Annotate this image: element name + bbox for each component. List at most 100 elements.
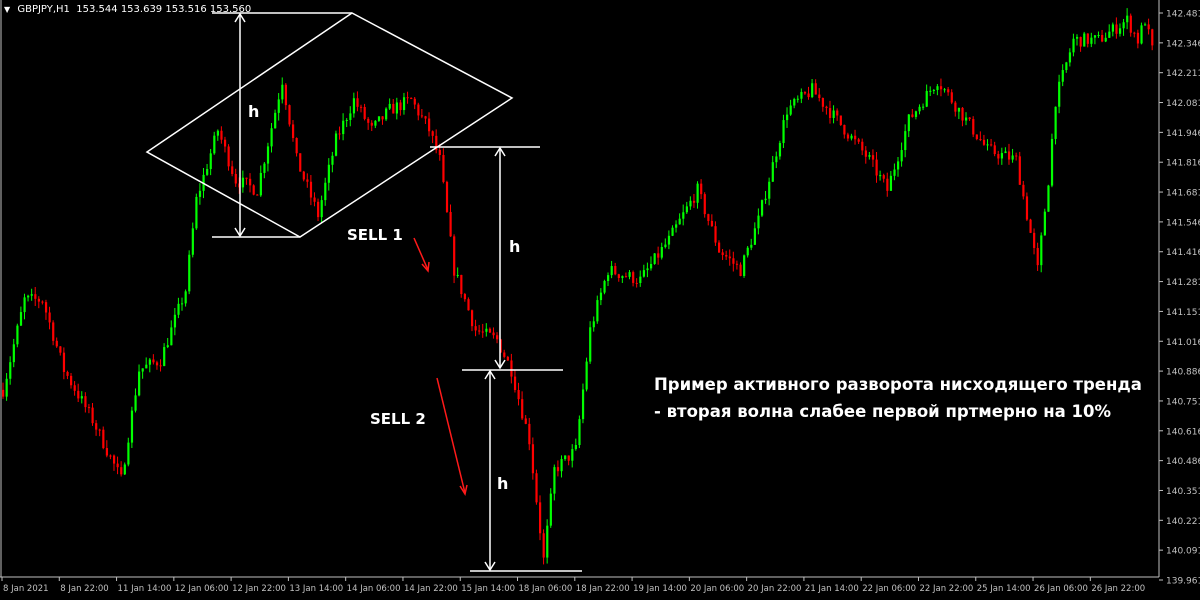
candle-body xyxy=(1129,15,1132,33)
candle-body xyxy=(675,224,678,228)
candle-body xyxy=(635,282,638,284)
candle xyxy=(1000,147,1004,165)
x-tick-label: 26 Jan 06:00 xyxy=(1034,584,1088,594)
candle-body xyxy=(932,89,935,91)
candle-body xyxy=(12,344,15,363)
candle-body xyxy=(299,153,302,172)
candle-body xyxy=(245,177,248,179)
candle xyxy=(900,142,903,167)
candle-body xyxy=(463,294,467,300)
candle-body xyxy=(478,330,481,332)
candle xyxy=(80,391,83,404)
candle-body xyxy=(420,115,424,117)
candle-body xyxy=(1025,196,1029,220)
candle-body xyxy=(313,197,316,202)
note-line-1: Пример активного разворота нисходящего т… xyxy=(654,375,1142,394)
dropdown-triangle-icon[interactable]: ▼ xyxy=(4,5,11,14)
candle-body xyxy=(1068,52,1072,63)
candle xyxy=(939,78,943,97)
candle-body xyxy=(682,212,685,219)
candle-body xyxy=(660,247,663,258)
candle-body xyxy=(166,345,169,348)
candle xyxy=(585,357,588,392)
candle xyxy=(1118,23,1122,37)
candle-body xyxy=(893,169,896,176)
candle-body xyxy=(918,106,921,112)
annotation-lines xyxy=(145,12,582,572)
candles xyxy=(2,8,1154,565)
candle-body xyxy=(155,362,159,366)
candle-body xyxy=(84,396,87,408)
candle-body xyxy=(843,124,846,135)
candle-body xyxy=(442,154,445,182)
candle-body xyxy=(861,141,864,151)
candle-body xyxy=(488,328,492,333)
candle xyxy=(735,260,739,270)
candle-body xyxy=(728,256,731,259)
candle xyxy=(725,250,728,260)
candle xyxy=(163,343,166,367)
y-tick-label: 140.351 xyxy=(1166,487,1200,497)
candle-body xyxy=(30,294,33,296)
candle-body xyxy=(911,114,914,117)
candle xyxy=(123,462,126,475)
candle xyxy=(181,297,184,311)
candle-body xyxy=(803,91,807,94)
candle xyxy=(37,296,40,309)
candle-body xyxy=(44,302,48,313)
candle-body xyxy=(578,419,581,446)
candle-body xyxy=(327,164,330,183)
candle xyxy=(596,295,599,324)
candle xyxy=(521,391,524,421)
candle-body xyxy=(1140,25,1143,44)
candle-body xyxy=(857,139,860,142)
candle-body xyxy=(700,183,703,195)
candle-body xyxy=(800,91,803,99)
candle-body xyxy=(1151,29,1154,46)
candle xyxy=(1004,147,1007,154)
x-tick-label: 20 Jan 22:00 xyxy=(748,584,802,594)
candle-body xyxy=(277,99,280,113)
candle xyxy=(306,173,309,188)
candle xyxy=(1133,31,1136,38)
candle xyxy=(936,84,939,96)
candle-body xyxy=(864,150,867,157)
candle-body xyxy=(599,292,603,301)
candle-body xyxy=(914,111,918,117)
candle xyxy=(435,129,438,154)
x-tick-label: 22 Jan 06:00 xyxy=(862,584,916,594)
candle xyxy=(173,308,177,336)
candle-body xyxy=(435,135,438,150)
candle-body xyxy=(474,326,477,331)
candle xyxy=(818,88,821,102)
candle-body xyxy=(424,116,427,119)
h-label-3: h xyxy=(497,474,509,493)
candle xyxy=(34,286,37,306)
candle xyxy=(639,270,642,287)
candle xyxy=(574,438,577,451)
candle-body xyxy=(1072,38,1075,53)
candle xyxy=(553,464,556,501)
sell2-arrow-icon xyxy=(436,377,466,494)
candle xyxy=(456,267,459,278)
candle-body xyxy=(291,124,295,138)
candle-body xyxy=(80,396,83,399)
candle-body xyxy=(1050,138,1054,186)
candle xyxy=(581,383,585,424)
candle-body xyxy=(1043,211,1046,236)
candle-body xyxy=(986,144,989,146)
candle-body xyxy=(571,449,574,461)
candle-body xyxy=(1061,70,1064,82)
candle-body xyxy=(23,297,26,313)
candle-body xyxy=(814,83,817,95)
y-tick-label: 142.481 xyxy=(1166,10,1200,20)
candle xyxy=(821,97,825,112)
candle-body xyxy=(836,110,839,116)
candle-body xyxy=(1033,232,1036,248)
candle-body xyxy=(120,467,123,475)
candle-body xyxy=(607,275,610,282)
candle-body xyxy=(610,266,613,276)
candle xyxy=(925,84,928,108)
candle-body xyxy=(309,181,313,198)
